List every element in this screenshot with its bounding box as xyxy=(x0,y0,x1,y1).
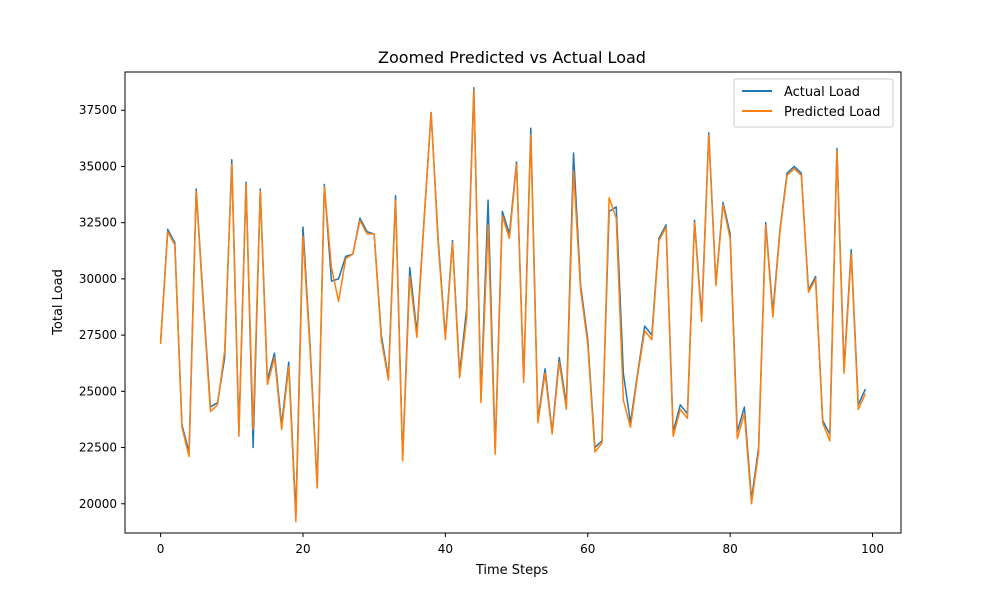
x-axis: 0 20 40 60 80 100 xyxy=(157,533,884,556)
y-tick-label: 27500 xyxy=(79,328,117,342)
x-tick-label: 60 xyxy=(580,542,595,556)
series-line-predicted-load xyxy=(159,89,867,523)
y-axis: 20000 22500 25000 27500 30000 32500 35000 37500 xyxy=(79,103,125,511)
x-tick-label: 80 xyxy=(722,542,737,556)
y-axis-label: Total Load xyxy=(51,269,66,336)
y-tick-label: 25000 xyxy=(79,384,117,398)
legend-label-actual-load: Actual Load xyxy=(784,85,860,100)
x-tick-label: 40 xyxy=(438,542,453,556)
plot-frame xyxy=(124,71,902,534)
y-tick-label: 22500 xyxy=(79,441,117,455)
legend-box xyxy=(733,78,894,128)
x-tick-label: 0 xyxy=(157,542,165,556)
y-tick-label: 20000 xyxy=(79,497,117,511)
y-tick-label: 32500 xyxy=(79,216,117,230)
chart-title: Zoomed Predicted vs Actual Load xyxy=(378,48,646,67)
y-tick-label: 35000 xyxy=(79,159,117,173)
y-tick-label: 30000 xyxy=(79,272,117,286)
plot-area xyxy=(159,86,867,523)
x-axis-label: Time Steps xyxy=(475,563,549,578)
y-tick-label: 37500 xyxy=(79,103,117,117)
x-tick-label: 100 xyxy=(861,542,884,556)
x-tick-label: 20 xyxy=(295,542,310,556)
legend-label-predicted-load: Predicted Load xyxy=(784,105,880,120)
legend: Actual Load Predicted Load xyxy=(733,78,894,128)
